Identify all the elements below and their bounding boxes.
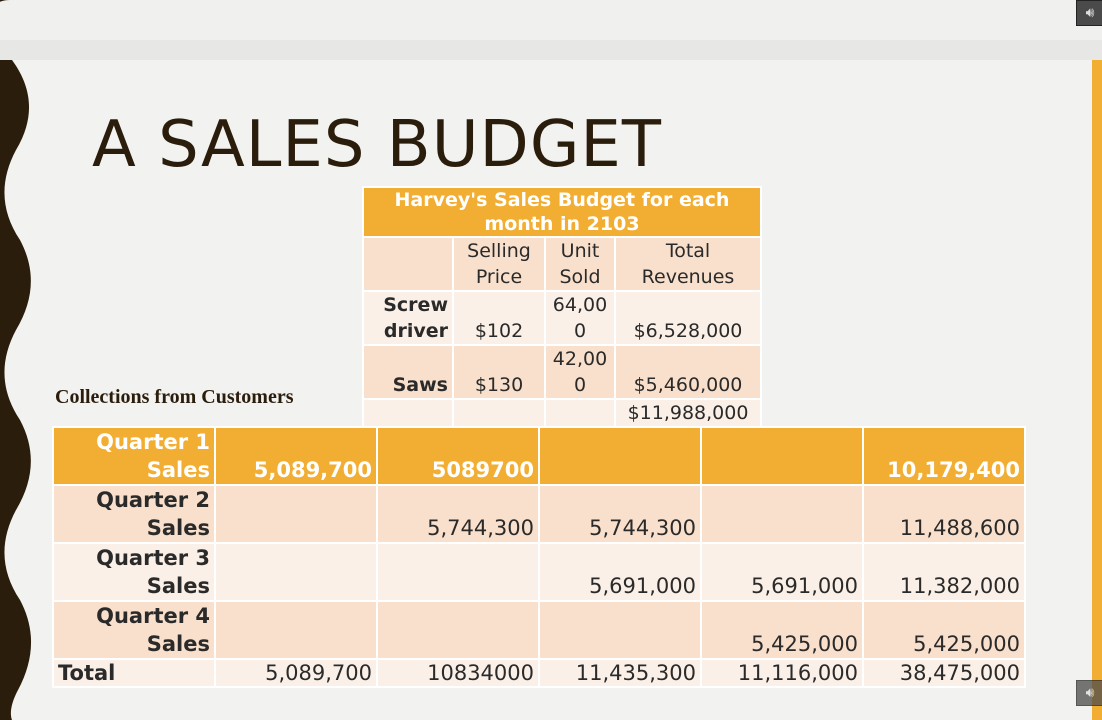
top-strip <box>0 40 1102 60</box>
value-cell <box>538 426 702 486</box>
total-revenue-cell: $11,988,000 <box>614 398 762 428</box>
row-label: Saws <box>362 344 454 400</box>
value-cell <box>214 542 378 602</box>
revenue-cell: $6,528,000 <box>614 290 762 346</box>
slide-title: A SALES BUDGET <box>92 108 662 182</box>
value-cell: 5,425,000 <box>862 600 1026 660</box>
value-cell <box>376 600 540 660</box>
collections-row-q1: Quarter 1 Sales 5,089,700 5089700 10,179,… <box>52 426 1026 486</box>
row-label: Screw driver <box>362 290 454 346</box>
row-label: Quarter 3 Sales <box>52 542 216 602</box>
header-cell: Unit Sold <box>544 236 616 292</box>
total-cell: 11,435,300 <box>538 658 702 688</box>
speaker-icon: 🔊︎ <box>1085 685 1095 701</box>
total-label: Total <box>52 658 216 688</box>
units-cell: 42,00 0 <box>544 344 616 400</box>
budget-caption-row: Harvey's Sales Budget for each month in … <box>362 186 762 238</box>
empty-cell <box>362 398 454 428</box>
decorative-corner <box>0 0 28 60</box>
audio-button-top[interactable]: 🔊︎ <box>1076 0 1102 26</box>
value-cell: 5,744,300 <box>376 484 540 544</box>
empty-cell <box>544 398 616 428</box>
value-cell <box>700 484 864 544</box>
budget-row: Screw driver $102 64,00 0 $6,528,000 <box>362 290 762 346</box>
value-cell: 10,179,400 <box>862 426 1026 486</box>
budget-row: Saws $130 42,00 0 $5,460,000 <box>362 344 762 400</box>
collections-total-row: Total 5,089,700 10834000 11,435,300 11,1… <box>52 658 1026 688</box>
total-cell: 11,116,000 <box>700 658 864 688</box>
value-cell: 11,488,600 <box>862 484 1026 544</box>
decorative-left-wave <box>0 60 32 720</box>
header-cell: Selling Price <box>452 236 546 292</box>
value-cell: 5,744,300 <box>538 484 702 544</box>
total-cell: 38,475,000 <box>862 658 1026 688</box>
empty-cell <box>452 398 546 428</box>
value-cell: 5,425,000 <box>700 600 864 660</box>
sales-budget-table: Harvey's Sales Budget for each month in … <box>362 186 762 428</box>
units-cell: 64,00 0 <box>544 290 616 346</box>
collections-row-q2: Quarter 2 Sales 5,744,300 5,744,300 11,48… <box>52 484 1026 544</box>
total-cell: 5,089,700 <box>214 658 378 688</box>
value-cell: 5089700 <box>376 426 540 486</box>
value-cell <box>700 426 864 486</box>
top-band <box>0 0 1102 40</box>
audio-button-bottom[interactable]: 🔊︎ <box>1076 680 1102 706</box>
row-label: Quarter 4 Sales <box>52 600 216 660</box>
collections-row-q4: Quarter 4 Sales 5,425,000 5,425,000 <box>52 600 1026 660</box>
total-cell: 10834000 <box>376 658 540 688</box>
header-cell <box>362 236 454 292</box>
value-cell <box>214 600 378 660</box>
row-label: Quarter 2 Sales <box>52 484 216 544</box>
header-cell: Total Revenues <box>614 236 762 292</box>
value-cell: 5,691,000 <box>700 542 864 602</box>
collections-row-q3: Quarter 3 Sales 5,691,000 5,691,000 11,38… <box>52 542 1026 602</box>
revenue-cell: $5,460,000 <box>614 344 762 400</box>
value-cell: 5,691,000 <box>538 542 702 602</box>
decorative-right-bar <box>1092 60 1102 720</box>
value-cell: 5,089,700 <box>214 426 378 486</box>
value-cell <box>538 600 702 660</box>
budget-total-row: $11,988,000 <box>362 398 762 428</box>
value-cell: 11,382,000 <box>862 542 1026 602</box>
budget-header-row: Selling Price Unit Sold Total Revenues <box>362 236 762 292</box>
collections-label: Collections from Customers <box>55 386 294 408</box>
price-cell: $102 <box>452 290 546 346</box>
value-cell <box>214 484 378 544</box>
row-label: Quarter 1 Sales <box>52 426 216 486</box>
value-cell <box>376 542 540 602</box>
collections-table: Quarter 1 Sales 5,089,700 5089700 10,179,… <box>52 426 1026 688</box>
price-cell: $130 <box>452 344 546 400</box>
speaker-icon: 🔊︎ <box>1085 5 1095 21</box>
budget-caption: Harvey's Sales Budget for each month in … <box>362 186 762 238</box>
